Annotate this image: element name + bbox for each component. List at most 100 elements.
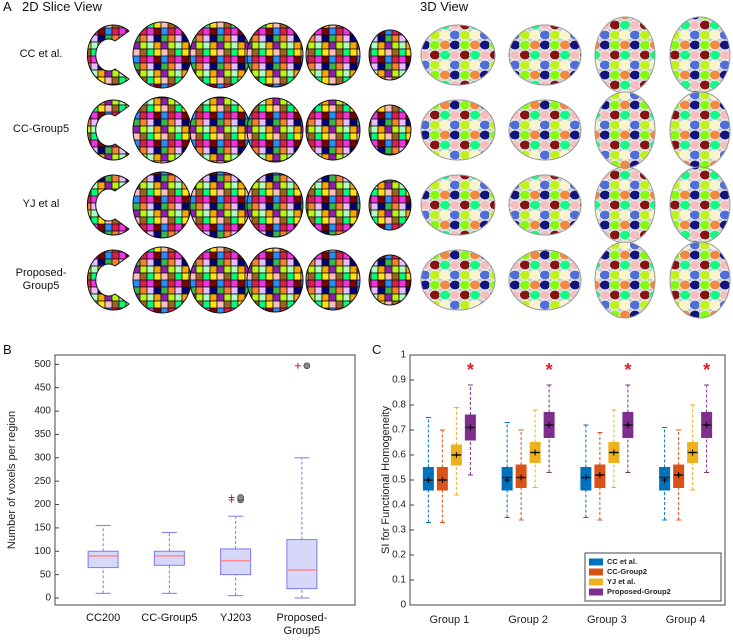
panel-title: 2D Slice View [22, 0, 102, 14]
y-tick-label: 0.7 [392, 425, 406, 436]
y-tick-label: 50 [40, 569, 52, 580]
legend-swatch [589, 568, 603, 576]
legend-label: YJ et al. [607, 577, 635, 586]
box [286, 539, 318, 590]
x-tick-label: Group 2 [508, 614, 548, 626]
brain-slice [189, 246, 251, 314]
y-tick-label: 500 [34, 359, 51, 370]
y-tick-label: 150 [34, 523, 51, 534]
brain-slice [305, 24, 361, 86]
y-tick-label: 0 [400, 600, 406, 611]
brain-surface [508, 174, 582, 236]
panel-title: 3D View [420, 0, 469, 14]
panel-label: B [3, 342, 12, 357]
outlier [237, 494, 244, 501]
brain-slice [189, 21, 251, 89]
y-tick-label: 350 [34, 429, 51, 440]
brain-surface [420, 24, 496, 86]
y-tick-label: 1 [400, 350, 406, 361]
x-tick-label: Group 4 [666, 614, 706, 626]
row-label: CC-Group5 [12, 123, 70, 135]
y-tick-label: 450 [34, 382, 51, 393]
panel-label: A [3, 0, 12, 14]
row-label: CC et al. [19, 48, 63, 60]
outlier-cross [228, 494, 235, 501]
significance-mark: * [703, 360, 710, 380]
plot-frame [54, 354, 356, 606]
brain-slice [132, 246, 192, 314]
significance-mark: * [546, 360, 553, 380]
brain-slice [86, 174, 130, 236]
mean-marker [532, 449, 539, 456]
mean-marker [453, 452, 460, 458]
brain-slice [368, 179, 412, 231]
x-tick-label: Group 1 [430, 614, 470, 626]
brain-slice [368, 254, 412, 306]
brain-surface [669, 166, 731, 244]
box [153, 550, 185, 566]
brain-slice [305, 174, 361, 236]
legend-box [584, 552, 722, 602]
brain-slice [86, 249, 130, 311]
significance-mark: * [624, 360, 631, 380]
mean-marker [610, 449, 617, 456]
brain-slice [368, 104, 412, 156]
legend-swatch [589, 558, 603, 566]
y-tick-label: 0.8 [392, 400, 406, 411]
outlier-cross [294, 362, 301, 369]
legend-label: Proposed-Group2 [607, 587, 671, 596]
mean-marker [467, 424, 474, 431]
brain-slice [305, 99, 361, 161]
box [87, 550, 119, 569]
legend-label: CC et al. [607, 557, 637, 566]
legend-swatch [589, 588, 603, 596]
brain-slice [305, 249, 361, 311]
y-tick-label: 0.4 [392, 500, 406, 511]
legend-label: CC-Group2 [607, 567, 647, 576]
brain-surface [420, 174, 496, 236]
row-label: YJ et al [22, 198, 60, 210]
brain-surface [594, 16, 656, 94]
mean-marker [703, 422, 710, 428]
y-tick-label: 0 [45, 593, 51, 604]
y-tick-label: 100 [34, 546, 51, 557]
mean-marker [439, 477, 446, 483]
brain-slice [246, 97, 304, 163]
y-tick-label: 200 [34, 499, 51, 510]
panel-label: C [372, 342, 382, 357]
legend-swatch [589, 578, 603, 586]
brain-slice [189, 96, 251, 164]
y-tick-label: 0.1 [392, 575, 406, 586]
y-axis-label: SI for Functional Homogeneity [380, 406, 392, 554]
box [220, 548, 252, 576]
outlier [303, 362, 311, 370]
mean-marker [425, 477, 432, 483]
brain-surface [594, 166, 656, 244]
row-label: Proposed- Group5 [15, 267, 67, 292]
brain-surface [669, 16, 731, 94]
mean-marker [661, 477, 668, 483]
mean-marker [546, 422, 553, 428]
mean-marker [675, 472, 682, 478]
y-tick-label: 250 [34, 476, 51, 487]
y-tick-label: 300 [34, 452, 51, 463]
y-tick-label: 400 [34, 406, 51, 417]
brain-slice [368, 29, 412, 81]
brain-slice [189, 171, 251, 239]
brain-slice [246, 172, 304, 238]
significance-mark: * [467, 360, 474, 380]
brain-surface [594, 91, 656, 169]
mean-marker [582, 474, 589, 481]
y-tick-label: 0.9 [392, 375, 406, 386]
brain-surface [508, 249, 582, 311]
brain-surface [508, 24, 582, 86]
brain-slice [86, 99, 130, 161]
mean-marker [518, 474, 525, 481]
brain-surface [420, 249, 496, 311]
mean-marker [689, 449, 696, 456]
y-tick-label: 0.3 [392, 525, 406, 536]
brain-surface [420, 99, 496, 161]
x-tick-label: Proposed- Group5 [276, 612, 328, 637]
